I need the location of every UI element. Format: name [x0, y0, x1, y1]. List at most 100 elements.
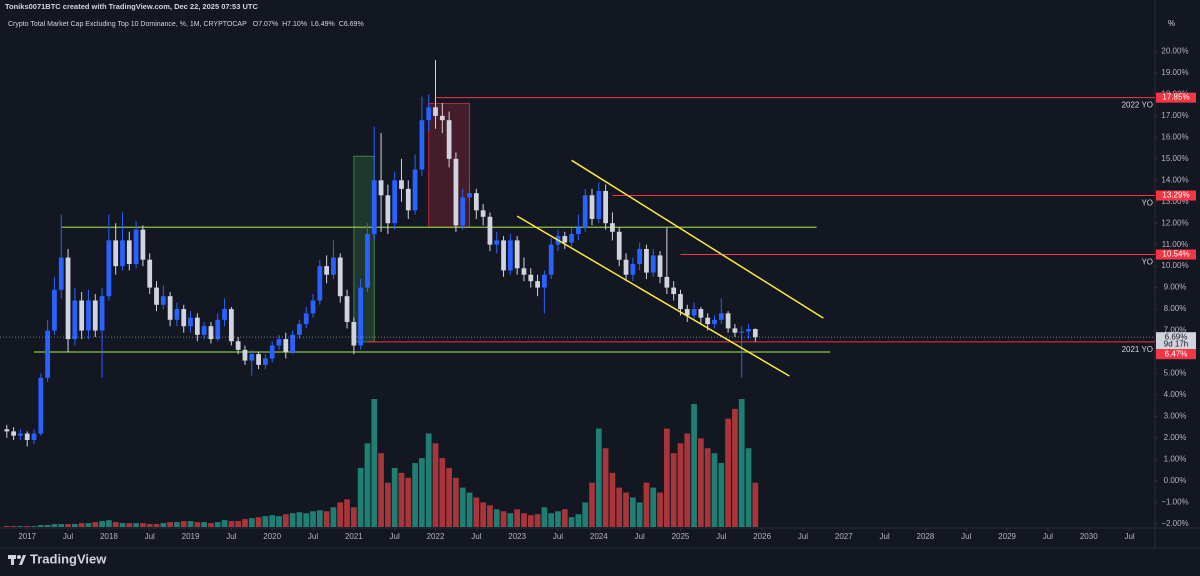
candle-body: [154, 287, 159, 305]
volume-bar: [555, 511, 561, 527]
volume-bar: [480, 502, 486, 527]
candle-body: [38, 377, 44, 434]
y-tick-label: 10.00%: [1161, 261, 1188, 270]
x-tick-label: 2020: [263, 532, 281, 541]
level-tag: [1156, 92, 1196, 103]
x-tick-label: 2029: [998, 532, 1016, 541]
candle-body: [453, 158, 459, 226]
volume-bar: [221, 520, 228, 527]
candle-body: [18, 433, 23, 436]
candle-body: [31, 433, 37, 440]
candle-body: [650, 255, 656, 273]
volume-bar: [160, 523, 167, 527]
x-tick-label: Jul: [308, 532, 318, 541]
y-tick-label: −1.00%: [1161, 497, 1188, 506]
y-tick-label: 17.00%: [1161, 111, 1188, 120]
y-tick-label: 14.00%: [1161, 175, 1188, 184]
volume-bar: [310, 511, 316, 527]
volume-bar: [677, 443, 684, 527]
volume-bar: [725, 418, 731, 527]
x-tick-label: 2019: [182, 532, 200, 541]
candle-body: [426, 107, 432, 121]
ohlc-value: 6.49%: [315, 21, 335, 28]
candle-body: [344, 296, 350, 322]
ohlc-key: H: [282, 21, 287, 28]
volume-bar: [146, 524, 153, 527]
candle-body: [671, 287, 677, 295]
x-tick-label: 2027: [835, 532, 853, 541]
x-tick-label: 2018: [100, 532, 118, 541]
volume-bar: [330, 507, 337, 527]
volume-bar: [453, 477, 459, 527]
candle-body: [691, 309, 697, 316]
volume-bar: [364, 443, 371, 527]
volume-bar: [650, 487, 657, 527]
volume-bar: [37, 525, 44, 527]
x-tick-label: 2028: [917, 532, 935, 541]
ohlc-value: 6.69%: [344, 21, 364, 28]
candle-body: [433, 107, 438, 116]
volume-bar: [201, 522, 207, 527]
candle-body: [24, 433, 30, 440]
volume-bar: [527, 515, 534, 527]
y-tick-label: 20.00%: [1161, 47, 1188, 56]
candle-body: [160, 296, 166, 305]
volume-bar: [711, 453, 718, 527]
volume-bar: [684, 433, 691, 527]
volume-bar: [65, 524, 71, 527]
chart-title: Crypto Total Market Cap Excluding Top 10…: [8, 21, 247, 28]
volume-bar: [664, 428, 670, 527]
volume-bar: [391, 467, 398, 527]
volume-bar: [507, 513, 514, 527]
volume-bar: [704, 448, 711, 527]
volume-bar: [623, 492, 629, 527]
y-tick-label: 2.00%: [1164, 433, 1187, 442]
candle-body: [473, 193, 479, 211]
header: Toniks0071BTC created with TradingView.c…: [5, 2, 258, 11]
candle-body: [303, 313, 309, 325]
y-tick-label: 15.00%: [1161, 154, 1188, 163]
candle-body: [120, 240, 125, 267]
candle-body: [610, 223, 615, 232]
volume-bar: [732, 408, 738, 527]
candle-body: [419, 120, 425, 170]
volume-bar: [208, 523, 214, 527]
candle-body: [256, 354, 261, 365]
last-price-label: 6.69%: [1165, 332, 1188, 341]
level-note: 2021 YO: [1122, 345, 1153, 354]
candle-body: [201, 326, 207, 335]
candle-body: [358, 287, 364, 346]
volume-bar: [337, 502, 344, 527]
volume-bar: [629, 497, 636, 527]
volume-bar: [133, 523, 139, 527]
volume-bar: [167, 522, 173, 527]
candle-body: [644, 248, 649, 273]
candle-body: [45, 330, 51, 378]
volume-bar: [262, 516, 269, 527]
y-tick-label: 19.00%: [1161, 68, 1188, 77]
candle-body: [460, 197, 466, 226]
candle-body: [222, 309, 227, 320]
volume-bar: [44, 525, 51, 527]
x-tick-label: Jul: [471, 532, 481, 541]
volume-bar: [752, 482, 759, 527]
volume-bar: [698, 438, 704, 527]
candle-body: [678, 294, 683, 310]
volume-bar: [432, 443, 439, 527]
volume-bar: [282, 514, 289, 527]
y-tick-label: 16.00%: [1161, 132, 1188, 141]
x-tick-label: Jul: [1124, 532, 1134, 541]
candle-body: [269, 345, 275, 359]
x-tick-label: Jul: [145, 532, 155, 541]
trendline: [516, 215, 790, 377]
ohlc-key: C: [339, 21, 344, 28]
candle-body: [514, 240, 520, 269]
volume-bar: [602, 448, 609, 527]
candle-body: [467, 193, 472, 198]
candle-body: [746, 329, 751, 332]
candle-body: [582, 195, 588, 228]
candle-body: [99, 296, 105, 331]
volume-bar: [378, 453, 384, 527]
